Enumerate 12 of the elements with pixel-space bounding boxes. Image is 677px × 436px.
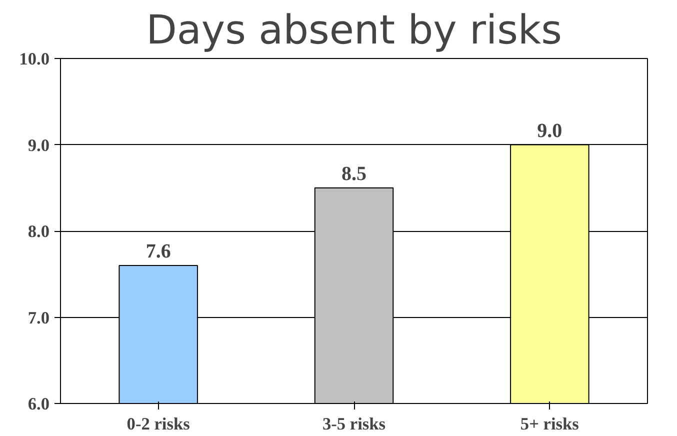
y-tick-label: 8.0 [28, 222, 50, 241]
y-tick-label: 6.0 [28, 394, 50, 414]
y-tick-label: 10.0 [19, 50, 50, 68]
data-label: 9.0 [537, 120, 562, 142]
x-tick-label: 5+ risks [520, 414, 580, 434]
data-label: 8.5 [342, 162, 366, 185]
chart-title: Days absent by risks [146, 8, 562, 54]
x-tick-label: 0-2 risks [126, 414, 190, 434]
data-label: 7.6 [146, 240, 171, 262]
y-tick-label: 7.0 [28, 308, 50, 328]
y-tick-label: 9.0 [28, 136, 50, 155]
x-tick-label: 3-5 risks [322, 414, 386, 434]
